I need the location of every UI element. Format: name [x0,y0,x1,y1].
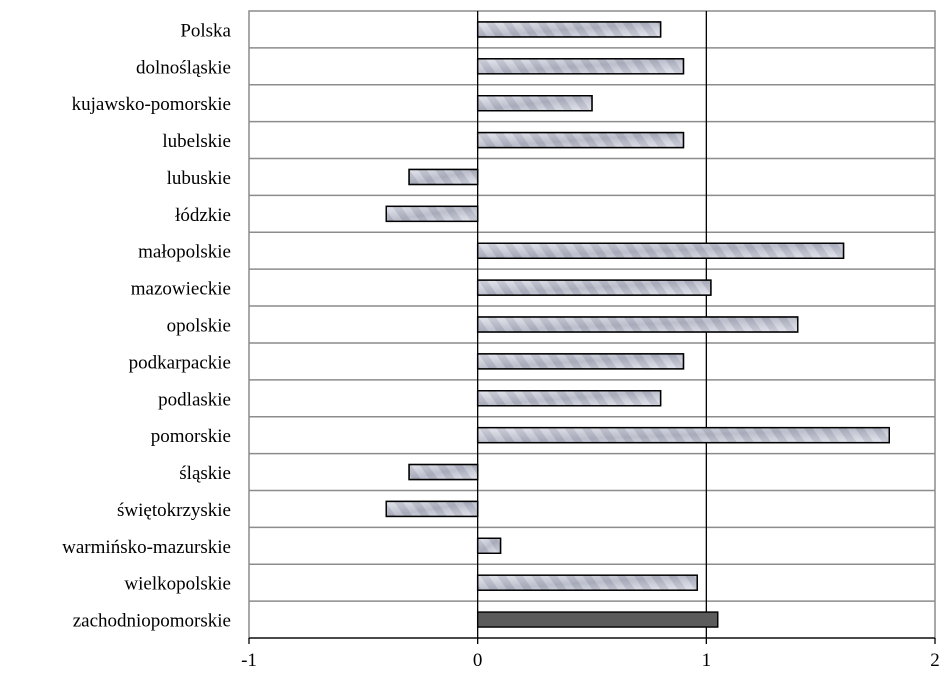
category-label: warmińsko-mazurskie [62,537,231,558]
category-label: wielkopolskie [124,574,231,595]
x-tick-label: 1 [702,650,712,671]
category-label: lubelskie [162,131,231,152]
bar-10 [476,390,662,407]
bar-texture [409,169,478,185]
bar-texture [477,132,684,148]
bar-outline [385,500,479,518]
category-labels: Polska dolnośląskie kujawsko-pomorskie lube… [62,20,231,631]
category-label: łódzkie [175,205,231,226]
plot-area [248,10,936,644]
bar-2 [476,95,593,112]
category-label: kujawsko-pomorskie [72,94,231,115]
bar-outline [476,131,685,149]
category-label: mazowieckie [131,279,231,300]
bar-14 [476,537,502,554]
bar-11 [476,426,890,444]
bars-group [385,21,890,628]
bar-texture [477,58,684,74]
x-tick-label: 2 [930,650,940,671]
bar-texture [477,317,798,332]
bar-outline [476,21,662,38]
bar-texture [477,575,698,591]
bar-texture [477,353,684,369]
bar-9 [476,353,685,370]
bar-outline [476,353,685,370]
bar-texture [409,464,478,480]
bar-12 [408,463,479,481]
x-tick-label: -1 [241,650,257,671]
bar-0 [476,21,662,38]
bar-texture [386,501,478,517]
bar-fill [476,611,719,628]
x-tick-labels: -1 0 1 2 [241,650,940,671]
bar-outline [408,463,479,481]
bar-texture [477,95,592,111]
bar-outline [476,574,698,591]
category-label: świętokrzyskie [117,500,231,521]
category-label: dolnośląskie [136,57,231,78]
bar-outline [385,205,479,223]
bar-3 [476,131,685,149]
bar-16 [476,611,719,628]
category-label: Polska [180,20,231,41]
bar-texture [477,538,501,554]
bar-4 [408,168,479,186]
bar-7 [476,279,712,296]
bar-6 [476,242,845,259]
bar-texture [477,21,661,37]
bar-outline [476,279,712,296]
bar-outline [476,95,593,112]
bar-1 [476,58,685,75]
bar-outline [408,168,479,186]
bar-15 [476,574,698,591]
bar-texture [477,243,844,259]
bar-outline [476,242,845,259]
x-tick-label: 0 [473,650,483,671]
bar-texture [477,280,711,296]
bar-outline [476,390,662,407]
bar-texture [477,390,661,406]
category-label: śląskie [179,463,231,484]
category-label: podkarpackie [129,352,231,373]
bar-13 [385,500,479,518]
category-label: opolskie [167,316,231,337]
bar-outline [476,58,685,75]
category-label: pomorskie [151,426,231,447]
bar-8 [476,316,799,333]
bar-outline [476,316,799,333]
category-label: zachodniopomorskie [73,611,231,632]
bar-texture [386,206,478,222]
category-label: małopolskie [138,242,231,263]
bar-outline [476,537,502,554]
bar-outline [476,426,890,444]
bar-5 [385,205,479,223]
bar-texture [477,427,890,443]
category-label: lubuskie [167,168,231,189]
category-label: podlaskie [158,389,231,410]
